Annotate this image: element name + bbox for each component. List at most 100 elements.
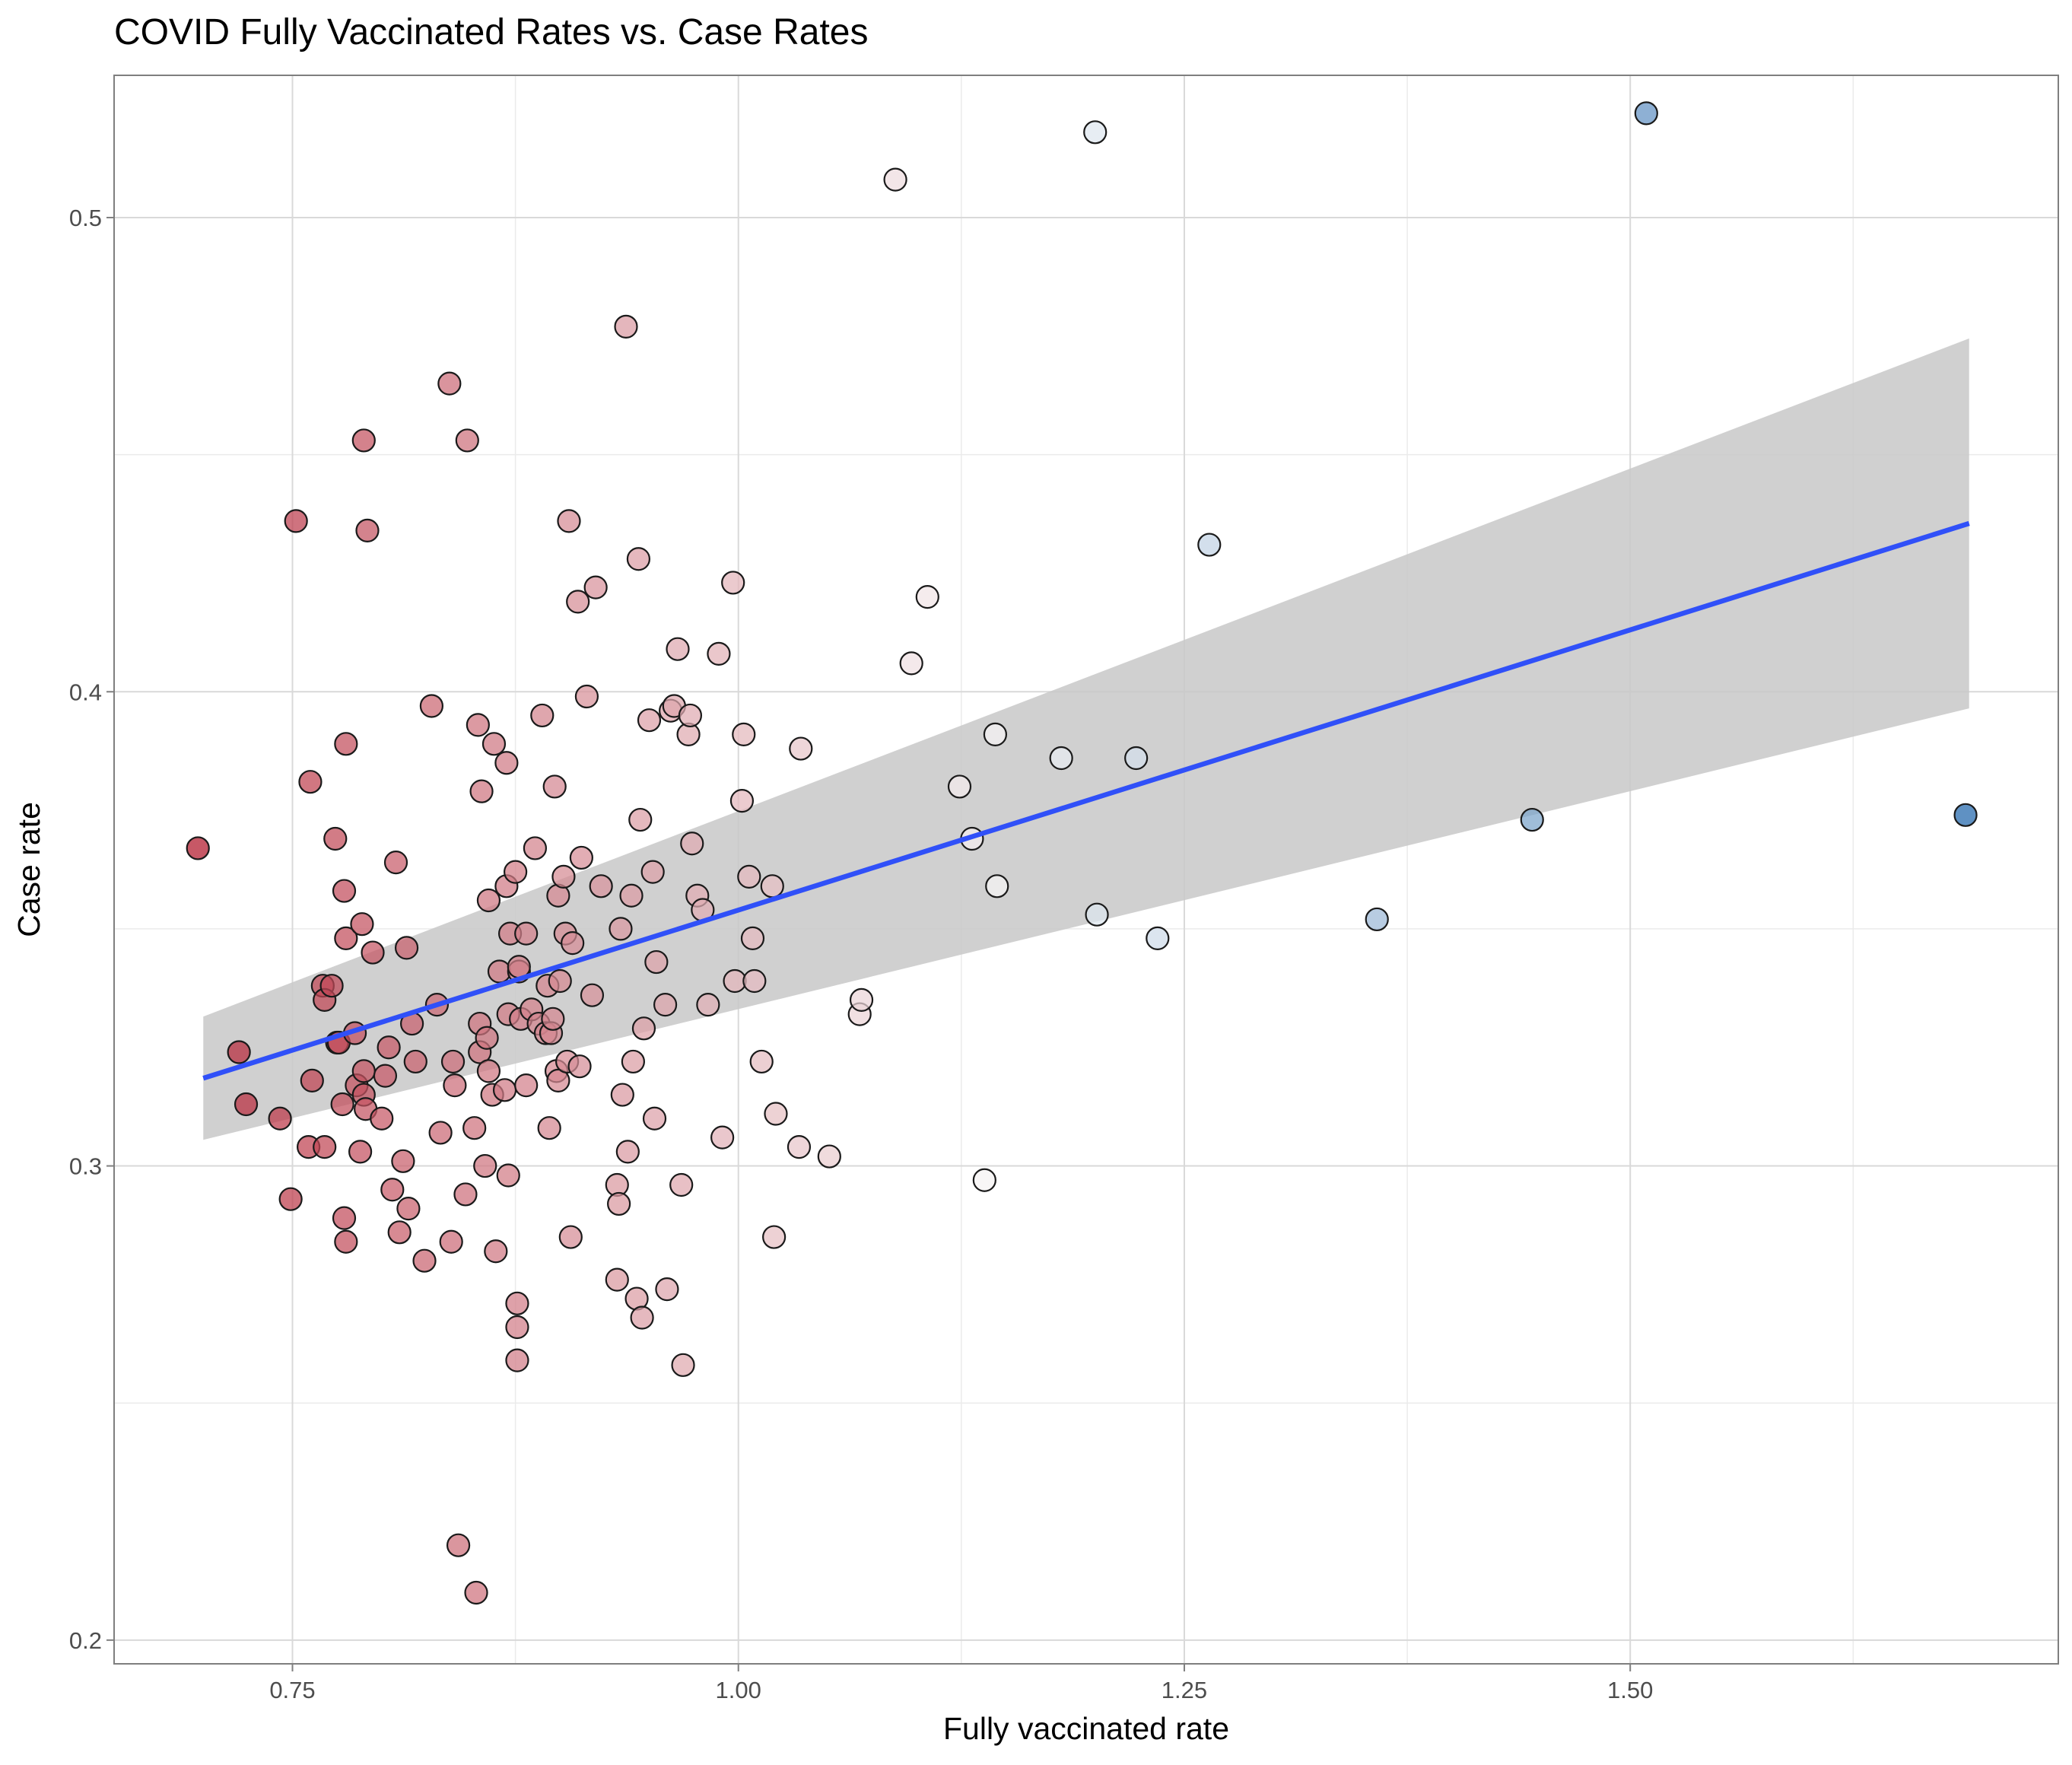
data-point — [671, 1353, 695, 1377]
data-point — [655, 1277, 679, 1302]
data-point — [428, 1121, 453, 1145]
data-point — [476, 1059, 501, 1083]
data-point — [557, 509, 581, 533]
data-point — [494, 751, 519, 775]
data-point — [278, 1187, 303, 1211]
data-point — [1146, 926, 1170, 950]
data-point — [583, 575, 608, 599]
data-point — [370, 1106, 394, 1131]
chart-title: COVID Fully Vaccinated Rates vs. Case Ra… — [114, 12, 868, 52]
data-point — [653, 993, 678, 1017]
data-point — [505, 1315, 529, 1340]
data-point — [439, 1229, 463, 1254]
data-point — [437, 371, 462, 396]
data-point — [764, 1102, 788, 1126]
data-point — [505, 1291, 529, 1315]
data-point — [947, 774, 972, 799]
x-tick-label: 1.00 — [716, 1677, 761, 1703]
data-point — [361, 940, 385, 965]
data-point — [915, 585, 939, 609]
data-point — [313, 1135, 337, 1159]
data-point — [737, 864, 761, 889]
data-point — [696, 993, 720, 1017]
data-point — [899, 651, 923, 676]
data-point — [787, 1135, 812, 1159]
data-point — [186, 836, 210, 860]
data-point — [350, 912, 374, 937]
data-point — [642, 1106, 667, 1131]
data-point — [1953, 803, 1978, 827]
y-axis-ticks: 0.2 0.3 0.4 0.5 — [69, 205, 114, 1654]
data-point — [300, 1068, 324, 1092]
data-point — [537, 1116, 561, 1140]
data-point — [496, 1163, 520, 1188]
data-point — [574, 684, 599, 709]
data-point — [298, 770, 323, 794]
data-point — [610, 1083, 634, 1107]
data-point — [762, 1225, 787, 1249]
data-point — [403, 1049, 427, 1074]
x-axis-ticks: 0.75 1.00 1.25 1.50 — [269, 1664, 1653, 1703]
data-point — [351, 1059, 376, 1083]
data-point — [492, 1078, 517, 1102]
data-point — [707, 641, 731, 666]
data-point — [351, 428, 376, 453]
data-point — [569, 845, 593, 870]
regression-line-layer — [202, 520, 1970, 1081]
data-point — [749, 1049, 774, 1074]
data-point — [817, 1144, 841, 1169]
data-point — [566, 590, 590, 614]
data-point — [542, 774, 567, 799]
data-point — [268, 1106, 292, 1131]
data-point — [789, 736, 813, 761]
data-point — [609, 917, 633, 941]
data-point — [561, 931, 585, 956]
data-point — [419, 694, 444, 718]
y-tick-label: 0.2 — [69, 1627, 102, 1654]
y-tick-label: 0.5 — [69, 205, 102, 231]
data-point — [615, 1140, 640, 1164]
data-point — [284, 509, 308, 533]
data-point — [412, 1248, 437, 1273]
data-point — [985, 874, 1009, 898]
data-point — [723, 968, 747, 994]
x-tick-label: 1.50 — [1607, 1677, 1653, 1703]
data-point — [453, 1182, 478, 1207]
data-point — [1197, 533, 1222, 557]
y-tick-label: 0.3 — [69, 1153, 102, 1180]
data-point — [481, 732, 507, 756]
data-point — [760, 874, 784, 898]
data-point — [644, 949, 669, 975]
data-point — [580, 983, 605, 1007]
data-point — [983, 722, 1008, 746]
data-point — [630, 1305, 654, 1330]
data-point — [548, 968, 572, 994]
data-point — [621, 1049, 645, 1074]
data-point — [330, 1092, 354, 1117]
data-point — [446, 1533, 471, 1557]
data-point — [605, 1267, 629, 1292]
data-point — [680, 832, 704, 856]
data-point — [504, 860, 528, 884]
data-point — [484, 1239, 508, 1264]
data-point — [334, 732, 358, 756]
x-axis-title: Fully vaccinated rate — [943, 1711, 1229, 1746]
data-point — [394, 936, 419, 960]
data-point — [1124, 746, 1149, 771]
data-point — [334, 926, 358, 950]
data-point — [332, 1206, 357, 1230]
data-point — [541, 1007, 565, 1031]
data-point — [631, 1016, 656, 1041]
data-point — [332, 879, 357, 903]
data-point — [234, 1092, 259, 1117]
data-point — [1520, 807, 1544, 832]
data-point — [440, 1049, 466, 1074]
data-point — [505, 1348, 529, 1372]
data-point — [1085, 902, 1109, 927]
data-point — [334, 1229, 358, 1254]
data-point — [849, 987, 874, 1013]
data-point — [464, 1580, 488, 1605]
data-points — [186, 101, 1978, 1605]
data-point — [1049, 746, 1073, 771]
